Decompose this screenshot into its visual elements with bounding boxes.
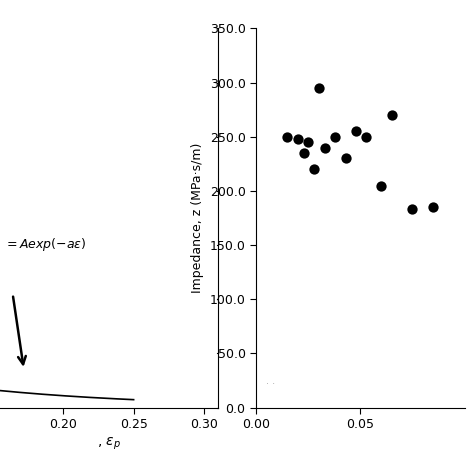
Point xyxy=(283,133,291,141)
Point xyxy=(304,138,312,146)
Point xyxy=(321,144,328,151)
Point xyxy=(310,165,318,173)
X-axis label: , $\varepsilon_p$: , $\varepsilon_p$ xyxy=(97,435,121,452)
Point xyxy=(294,135,301,143)
Point xyxy=(300,149,308,157)
Point xyxy=(342,155,349,162)
Text: $= Aexp(-a\varepsilon)$: $= Aexp(-a\varepsilon)$ xyxy=(4,237,87,254)
Point xyxy=(409,206,416,213)
Y-axis label: Impedance, z (MPa·s/m): Impedance, z (MPa·s/m) xyxy=(191,143,204,293)
Point xyxy=(363,133,370,141)
Point xyxy=(315,84,322,92)
Point xyxy=(377,182,385,189)
Point xyxy=(429,203,437,211)
Point xyxy=(388,111,395,119)
Point xyxy=(352,128,360,135)
Point xyxy=(331,133,339,141)
Text: . .: . . xyxy=(266,376,275,386)
